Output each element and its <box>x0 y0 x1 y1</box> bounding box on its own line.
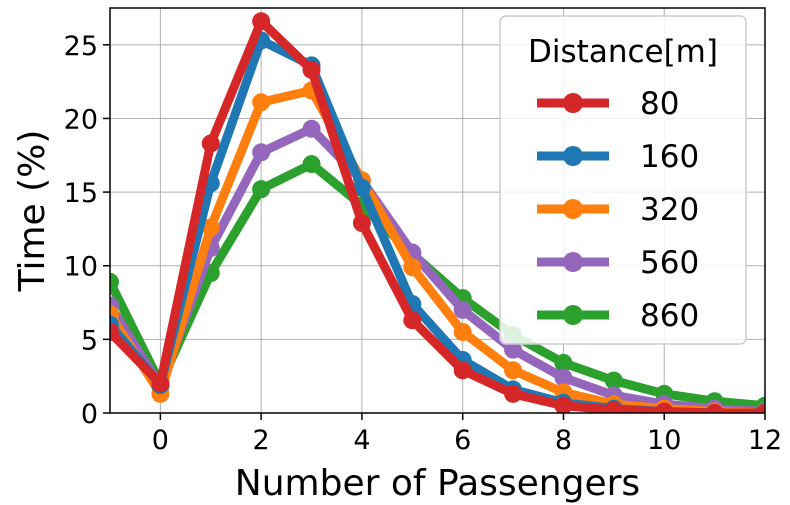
y-axis-ticks: 0 5 10 15 20 25 <box>64 31 110 430</box>
x-tick-label: 12 <box>748 425 782 456</box>
legend-label: 560 <box>640 245 699 281</box>
data-point <box>252 93 271 112</box>
data-point <box>756 404 765 413</box>
data-point <box>201 134 220 153</box>
data-point <box>504 384 523 403</box>
data-point <box>302 155 321 174</box>
plot-frame <box>109 7 766 414</box>
legend-label: 860 <box>640 298 699 334</box>
data-point <box>110 272 119 291</box>
legend-swatch-marker <box>563 252 583 272</box>
data-point <box>403 311 422 330</box>
legend-label: 160 <box>640 139 699 175</box>
data-point <box>201 218 220 237</box>
data-point <box>302 119 321 138</box>
y-tick-label: 5 <box>81 325 98 356</box>
x-tick-label: 6 <box>454 425 471 456</box>
x-tick-label: 4 <box>353 425 370 456</box>
legend-title: Distance[m] <box>528 34 718 70</box>
data-point <box>252 143 271 162</box>
y-tick-label: 20 <box>64 104 98 135</box>
data-point <box>554 368 573 387</box>
y-tick-label: 0 <box>81 399 98 430</box>
x-tick-label: 8 <box>555 425 572 456</box>
x-axis-title: Number of Passengers <box>235 463 640 504</box>
y-tick-label: 15 <box>64 178 98 209</box>
data-point <box>554 353 573 372</box>
legend-label: 80 <box>640 86 679 122</box>
data-point <box>252 180 271 199</box>
x-tick-label: 10 <box>647 425 681 456</box>
legend-item-160: 160 <box>537 139 699 175</box>
data-point <box>604 371 623 390</box>
y-axis-title: Time (%) <box>12 130 53 293</box>
legend-item-320: 320 <box>537 192 699 228</box>
data-point <box>453 300 472 319</box>
legend-item-560: 560 <box>537 245 699 281</box>
data-point <box>504 340 523 359</box>
legend-swatch-marker <box>563 305 583 325</box>
legend: Distance[m] 80 160 320 560 860 <box>499 15 747 345</box>
legend-swatch-marker <box>563 93 583 113</box>
data-point <box>151 374 170 393</box>
data-point <box>554 396 573 413</box>
data-point <box>504 361 523 380</box>
y-tick-label: 25 <box>64 31 98 62</box>
data-point <box>302 60 321 79</box>
x-tick-label: 0 <box>152 425 169 456</box>
legend-item-860: 860 <box>537 298 699 334</box>
x-tick-label: 2 <box>253 425 270 456</box>
series-80 <box>110 12 765 413</box>
plot-area <box>110 12 765 413</box>
data-point <box>252 12 271 31</box>
data-point <box>403 258 422 277</box>
data-point <box>352 178 371 197</box>
legend-item-80: 80 <box>537 86 679 122</box>
legend-swatch-marker <box>563 199 583 219</box>
legend-label: 320 <box>640 192 699 228</box>
data-point <box>705 404 724 413</box>
data-point <box>655 402 674 413</box>
data-point <box>453 323 472 341</box>
data-point <box>453 361 472 380</box>
x-axis-ticks: 0 2 4 6 8 10 12 <box>152 413 782 456</box>
data-point <box>604 401 623 413</box>
data-point <box>110 323 119 341</box>
data-point <box>352 214 371 233</box>
y-tick-label: 10 <box>64 252 98 283</box>
legend-swatch-marker <box>563 146 583 166</box>
